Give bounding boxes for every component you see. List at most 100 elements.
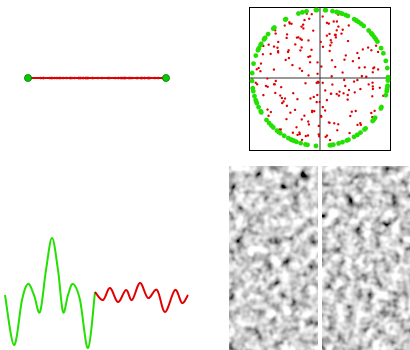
rim-dot [359, 22, 364, 27]
segment-dot [147, 77, 150, 80]
rim-dot [298, 141, 303, 146]
inner-dot [336, 20, 338, 22]
segment-end [163, 75, 170, 82]
inner-dot [329, 44, 331, 46]
inner-dot [337, 25, 339, 27]
inner-dot [343, 59, 345, 61]
inner-dot [286, 33, 288, 35]
inner-dot [287, 49, 289, 51]
inner-dot [316, 73, 318, 75]
inner-dot [281, 102, 283, 104]
rim-dot [328, 143, 333, 148]
segment-dot [135, 77, 138, 80]
inner-dot [301, 70, 303, 72]
rim-dot [271, 26, 276, 31]
inner-dot [273, 83, 275, 85]
rim-dot [371, 117, 376, 122]
scene [0, 0, 410, 350]
rim-dot [254, 101, 259, 106]
inner-dot [336, 93, 338, 95]
inner-dot [312, 29, 314, 31]
inner-dot [331, 83, 333, 85]
segment-panel [25, 75, 170, 82]
inner-dot [338, 94, 340, 96]
inner-dot [300, 46, 302, 48]
segment-dot [91, 77, 94, 80]
inner-dot [326, 134, 328, 136]
inner-dot [270, 111, 272, 113]
inner-dot [294, 109, 296, 111]
inner-dot [256, 68, 258, 70]
inner-dot [279, 94, 281, 96]
rim-dot [266, 32, 271, 37]
rim-dot [385, 66, 390, 71]
inner-dot [303, 19, 305, 21]
inner-dot [266, 86, 268, 88]
inner-dot [351, 111, 353, 113]
inner-dot [296, 36, 298, 38]
inner-dot [353, 80, 355, 82]
segment-dot [144, 77, 147, 80]
inner-dot [273, 45, 275, 47]
inner-dot [377, 51, 379, 53]
rim-dot [354, 18, 359, 23]
inner-dot [349, 115, 351, 117]
inner-dot [301, 39, 303, 41]
inner-dot [364, 66, 366, 68]
rim-dot [386, 75, 391, 80]
inner-dot [328, 33, 330, 35]
inner-dot [288, 57, 290, 59]
inner-dot [302, 24, 304, 26]
inner-dot [285, 37, 287, 39]
inner-dot [321, 15, 323, 17]
inner-dot [331, 59, 333, 61]
inner-dot [313, 110, 315, 112]
inner-dot [330, 39, 332, 41]
inner-dot [292, 92, 294, 94]
rim-dot [323, 8, 328, 13]
segment-dot [69, 77, 72, 80]
inner-dot [309, 97, 311, 99]
inner-dot [317, 81, 319, 83]
inner-dot [322, 46, 324, 48]
rim-dot [251, 61, 256, 66]
inner-dot [296, 98, 298, 100]
inner-dot [359, 122, 361, 124]
rim-dot [372, 35, 377, 40]
inner-dot [315, 101, 317, 103]
segment-dot [53, 77, 56, 80]
inner-dot [372, 88, 374, 90]
page: Graphics panels {} html, body { margin: … [0, 0, 410, 350]
rim-dot [383, 93, 388, 98]
rim-dot [378, 106, 383, 111]
inner-dot [370, 112, 372, 114]
inner-dot [318, 125, 320, 127]
segment-dot [86, 77, 89, 80]
inner-dot [311, 13, 313, 15]
inner-dot [296, 134, 298, 136]
inner-dot [308, 123, 310, 125]
inner-dot [284, 59, 286, 61]
segment-dot [39, 77, 42, 80]
inner-dot [299, 67, 301, 69]
inner-dot [313, 96, 315, 98]
inner-dot [303, 114, 305, 116]
segment-dot [62, 77, 65, 80]
inner-dot [340, 32, 342, 34]
inner-dot [367, 46, 369, 48]
inner-dot [342, 29, 344, 31]
inner-dot [311, 110, 313, 112]
inner-dot [341, 71, 343, 73]
rim-dot [379, 46, 384, 51]
inner-dot [330, 92, 332, 94]
inner-dot [343, 79, 345, 81]
wave-green [5, 238, 95, 348]
inner-dot [361, 75, 363, 77]
segment-dot [117, 77, 120, 80]
inner-dot [275, 80, 277, 82]
segment-dot [131, 77, 134, 80]
segment-dot [128, 77, 131, 80]
inner-dot [328, 122, 330, 124]
inner-dot [358, 57, 360, 59]
segment-dot [157, 77, 160, 80]
